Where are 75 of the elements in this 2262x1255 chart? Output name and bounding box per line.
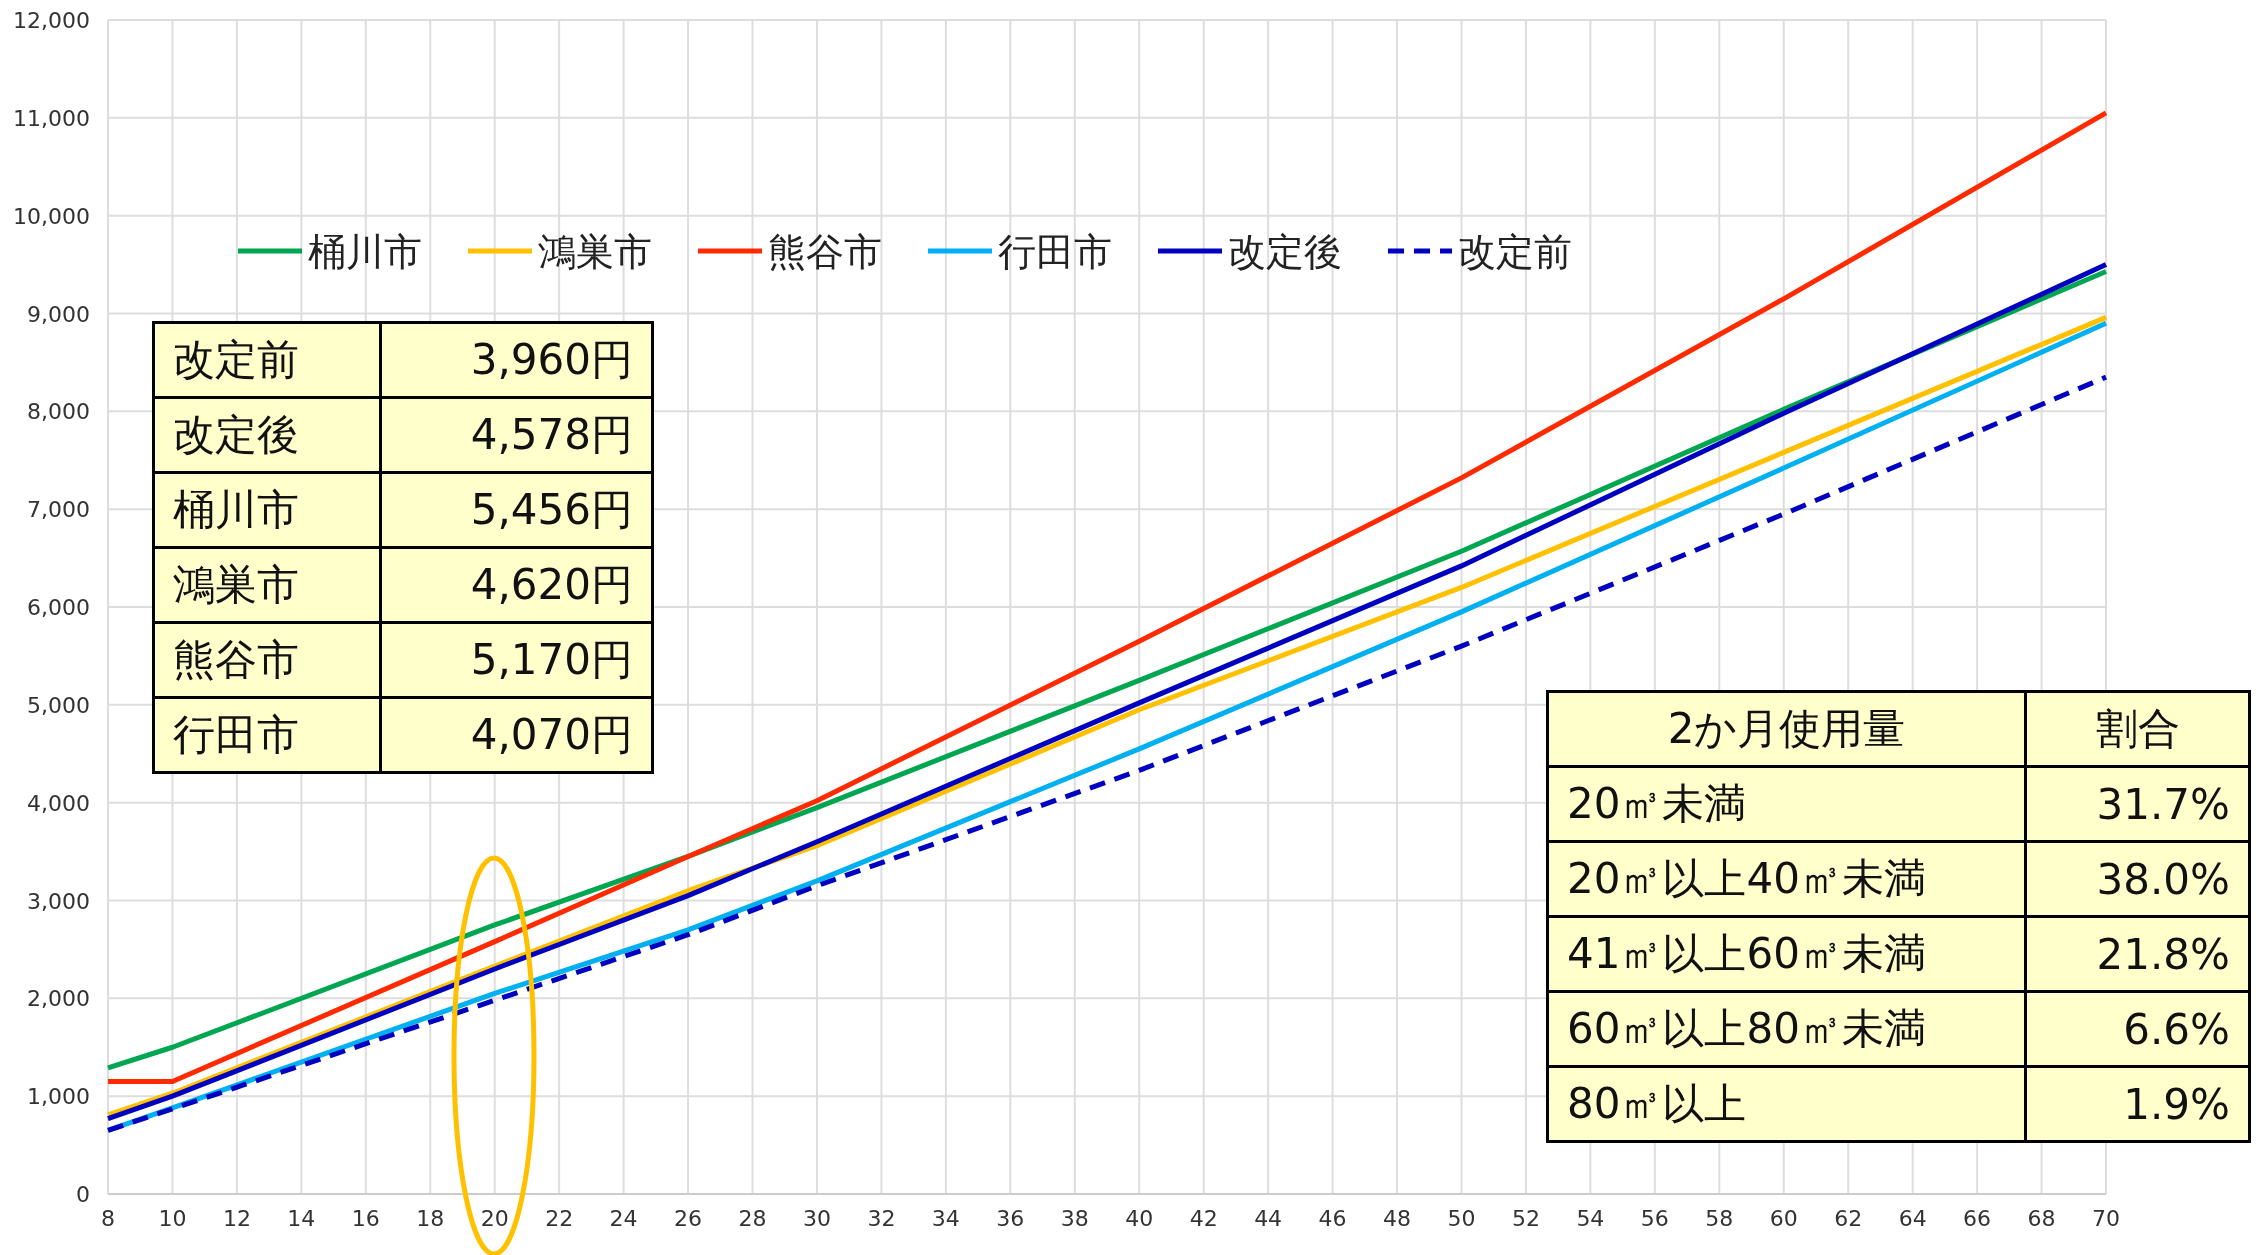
x-tick-label: 36 (996, 1206, 1025, 1231)
legend-label: 改定後 (1228, 230, 1342, 274)
x-tick-label: 48 (1383, 1206, 1412, 1231)
x-tick-label: 32 (867, 1206, 896, 1231)
y-tick-label: 9,000 (27, 301, 90, 327)
legend-label: 熊谷市 (768, 230, 882, 274)
x-tick-label: 34 (931, 1206, 960, 1231)
y-tick-label: 5,000 (27, 692, 90, 718)
x-tick-label: 64 (1898, 1206, 1927, 1231)
annotation: 2か月使用量 (1547, 691, 2026, 767)
legend-label: 鴻巣市 (538, 230, 652, 274)
annotation: 改定前 (153, 322, 381, 398)
annotation: 38.0% (2025, 841, 2250, 917)
annotation: 4,070円 (380, 697, 653, 773)
annotation: 31.7% (2025, 766, 2250, 842)
annotation: 4,620円 (380, 547, 653, 623)
x-tick-label: 66 (1963, 1206, 1992, 1231)
annotation: 3,960円 (380, 322, 653, 398)
annotation: 20㎥未満 (1547, 766, 2026, 842)
x-tick-label: 20 (480, 1206, 509, 1231)
y-tick-label: 0 (76, 1182, 90, 1207)
x-tick-label: 52 (1511, 1206, 1540, 1231)
annotation: 行田市 (153, 697, 381, 773)
x-tick-label: 58 (1705, 1206, 1734, 1231)
legend-label: 桶川市 (308, 230, 422, 274)
y-tick-label: 2,000 (27, 986, 90, 1012)
annotation: 熊谷市 (153, 622, 381, 698)
x-tick-label: 50 (1447, 1206, 1476, 1231)
annotation: 21.8% (2025, 916, 2250, 992)
legend-label: 改定前 (1458, 230, 1572, 274)
x-tick-label: 16 (351, 1206, 380, 1231)
annotation: 41㎥以上60㎥未満 (1547, 916, 2026, 992)
y-tick-label: 12,000 (13, 8, 90, 33)
x-tick-label: 24 (609, 1206, 638, 1231)
legend-label: 行田市 (998, 230, 1112, 274)
text: 1.9% (2025, 1066, 2250, 1142)
annotation: 80㎥以上 (1547, 1066, 2026, 1142)
x-tick-label: 10 (158, 1206, 187, 1231)
y-tick-label: 4,000 (27, 790, 90, 816)
y-tick-label: 7,000 (27, 497, 90, 523)
x-tick-label: 62 (1834, 1206, 1863, 1231)
annotation: 20㎥以上40㎥未満 (1547, 841, 2026, 917)
x-tick-label: 42 (1189, 1206, 1218, 1231)
annotation: 改定後 (153, 397, 381, 473)
y-tick-label: 8,000 (27, 399, 90, 425)
x-tick-label: 22 (545, 1206, 574, 1231)
x-tick-label: 28 (738, 1206, 767, 1231)
annotation: 5,456円 (380, 472, 653, 548)
x-tick-label: 46 (1318, 1206, 1347, 1231)
x-tick-label: 56 (1640, 1206, 1669, 1231)
y-tick-label: 3,000 (27, 888, 90, 914)
x-tick-label: 14 (287, 1206, 316, 1231)
annotation: 5,170円 (380, 622, 653, 698)
annotation: 60㎥以上80㎥未満 (1547, 991, 2026, 1067)
y-tick-label: 10,000 (13, 203, 90, 229)
x-tick-label: 8 (101, 1206, 115, 1231)
x-tick-label: 60 (1769, 1206, 1798, 1231)
annotation: 鴻巣市 (153, 547, 381, 623)
x-tick-label: 54 (1576, 1206, 1605, 1231)
y-tick-label: 1,000 (27, 1084, 90, 1110)
x-tick-label: 44 (1254, 1206, 1283, 1231)
x-tick-label: 70 (2092, 1206, 2120, 1231)
annotation: 桶川市 (153, 472, 381, 548)
annotation: 割合 (2025, 691, 2250, 767)
annotation: 4,578円 (380, 397, 653, 473)
x-tick-label: 68 (2027, 1206, 2056, 1231)
x-tick-label: 26 (674, 1206, 703, 1231)
x-tick-label: 38 (1060, 1206, 1089, 1231)
y-tick-label: 11,000 (13, 105, 90, 131)
text: 6.6% (2025, 991, 2250, 1067)
x-tick-label: 18 (416, 1206, 445, 1231)
y-tick-label: 6,000 (27, 595, 90, 620)
x-tick-label: 40 (1125, 1206, 1154, 1231)
x-tick-label: 30 (802, 1206, 831, 1231)
x-tick-label: 12 (222, 1206, 251, 1231)
